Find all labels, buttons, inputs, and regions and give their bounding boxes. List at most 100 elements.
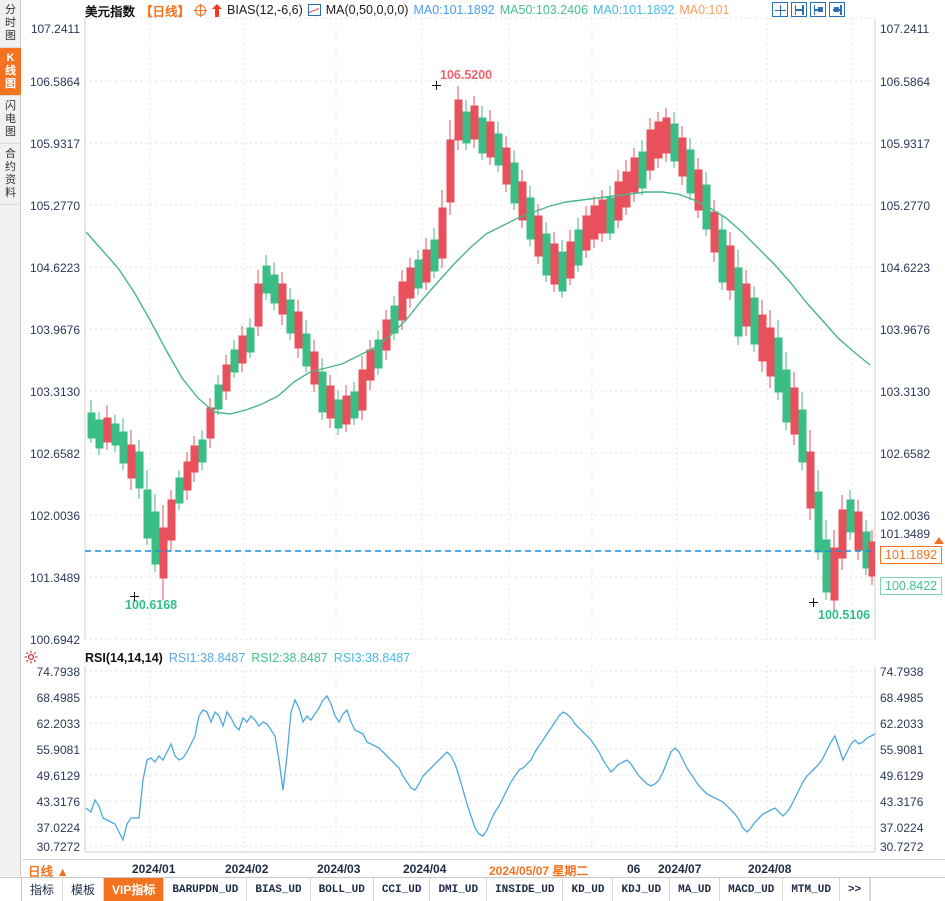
chart-canvas[interactable] xyxy=(22,0,945,876)
toolbar-more[interactable]: >> xyxy=(840,878,871,901)
sidebar-item-contract-info[interactable]: 合 约 资 料 xyxy=(0,144,21,205)
price-axis-left-6: 103.3130 xyxy=(29,385,80,399)
sidebar-item-lightning-c1: 电 xyxy=(5,113,16,125)
rsi-axis-right-3: 55.9081 xyxy=(880,743,924,757)
bias-indicator-label[interactable]: BIAS(12,-6,6) xyxy=(227,3,303,17)
toolbar-ma-ud[interactable]: MA_UD xyxy=(670,878,721,901)
toolbar-inside-ud[interactable]: INSIDE_UD xyxy=(487,878,564,901)
price-axis-right-7: 102.6582 xyxy=(880,447,931,461)
sidebar-item-lightning-c2: 图 xyxy=(5,126,16,138)
date-tick-3: 2024/04 xyxy=(403,862,447,876)
date-tick-6: 2024/07 xyxy=(658,862,702,876)
toolbar-template[interactable]: 模板 xyxy=(63,878,105,901)
sidebar-item-kline-c0: K xyxy=(6,52,15,64)
toolbar-dmi-ud[interactable]: DMI_UD xyxy=(430,878,488,901)
secondary-price-badge[interactable]: 100.8422 xyxy=(880,577,943,595)
candlestick-series xyxy=(87,86,875,612)
price-axis-left-0: 107.2411 xyxy=(30,22,80,36)
price-axis-left-4: 104.6223 xyxy=(29,261,80,275)
date-tick-0: 2024/01 xyxy=(132,862,176,876)
rsi-axis-left-4: 49.6129 xyxy=(36,769,80,783)
bottom-indicator-toolbar: 指标 模板 VIP指标 BARUPDN_UD BIAS_UD BOLL_UD C… xyxy=(0,877,945,901)
wave-chart-icon[interactable] xyxy=(307,4,321,16)
toolbar-fill xyxy=(870,878,945,901)
toolbar-macd-ud[interactable]: MACD_UD xyxy=(720,878,784,901)
rsi-axis-left-3: 55.9081 xyxy=(36,743,80,757)
price-axis-right-9: 101.3489 xyxy=(880,527,931,541)
rsi-axis-left-0: 74.7938 xyxy=(36,665,80,679)
toolbar-kdj-ud[interactable]: KDJ_UD xyxy=(613,878,671,901)
left-sidebar: 分 时 图 K 线 图 闪 电 图 合 约 资 料 xyxy=(0,0,21,876)
sidebar-item-kline-c1: 线 xyxy=(5,65,16,77)
zoom-in-icon[interactable] xyxy=(810,2,826,17)
ma-value-2: MA0:101.1892 xyxy=(593,3,675,17)
sidebar-item-timeshare[interactable]: 分 时 图 xyxy=(0,0,21,48)
sidebar-item-contract-c2: 资 xyxy=(5,174,16,186)
price-axis-left-7: 102.6582 xyxy=(29,447,80,461)
low-left-annotation: 100.6168 xyxy=(125,598,178,612)
ma-value-3: MA0:101 xyxy=(679,3,730,17)
zoom-out-icon[interactable] xyxy=(791,2,807,17)
fit-all-icon[interactable] xyxy=(772,2,788,17)
toolbar-indicator[interactable]: 指标 xyxy=(22,878,64,901)
sidebar-item-timeshare-c2: 图 xyxy=(5,30,16,42)
price-axis-right-3: 105.2770 xyxy=(880,199,931,213)
chart-toolbar-buttons xyxy=(772,2,845,17)
price-axis-right-1: 106.5864 xyxy=(880,75,931,89)
rsi-axis-right-7: 30.7272 xyxy=(880,840,924,854)
date-axis[interactable]: 日线 ▲ 2024/01 2024/02 2024/03 2024/04 202… xyxy=(22,859,945,879)
toolbar-kd-ud[interactable]: KD_UD xyxy=(563,878,614,901)
chart-period-label: 【日线】 xyxy=(140,4,191,19)
sidebar-item-lightning[interactable]: 闪 电 图 xyxy=(0,96,21,144)
rsi-axis-left-1: 68.4985 xyxy=(36,691,80,705)
rsi-panel-legend: RSI(14,14,14) RSI1:38.8487 RSI2:38.8487 … xyxy=(85,651,410,665)
current-price-badge[interactable]: 101.1892 xyxy=(880,546,943,564)
sidebar-item-kline[interactable]: K 线 图 xyxy=(0,48,21,96)
price-axis-right-2: 105.9317 xyxy=(880,137,931,151)
ma50-line xyxy=(85,191,871,415)
toolbar-boll-ud[interactable]: BOLL_UD xyxy=(311,878,374,901)
rsi-indicator-label[interactable]: RSI(14,14,14) xyxy=(85,651,163,665)
sidebar-item-timeshare-c1: 时 xyxy=(5,17,16,29)
rsi-axis-left-6: 37.0224 xyxy=(36,821,80,835)
rsi-axis-left-2: 62.2033 xyxy=(36,717,80,731)
date-tick-5: 06 xyxy=(627,862,641,876)
high-price-annotation: 106.5200 xyxy=(440,68,493,82)
price-axis-left-3: 105.2770 xyxy=(29,199,80,213)
sidebar-item-contract-c0: 合 xyxy=(5,148,16,160)
low-right-marker-icon xyxy=(809,598,818,607)
toolbar-bias-ud[interactable]: BIAS_UD xyxy=(247,878,311,901)
rsi-value-1: RSI1:38.8487 xyxy=(168,651,246,665)
price-axis-left-10: 100.6942 xyxy=(29,633,80,647)
date-tick-2: 2024/03 xyxy=(317,862,361,876)
period-badge[interactable]: 日线 ▲ xyxy=(28,865,69,879)
sidebar-item-kline-c2: 图 xyxy=(5,78,16,90)
price-panel-legend: 美元指数 【日线】 BIAS(12,-6,6) MA(0,50,0,0,0) M… xyxy=(85,2,730,19)
toolbar-vip-indicator[interactable]: VIP指标 xyxy=(104,878,165,901)
price-axis-left-5: 103.9676 xyxy=(29,323,80,337)
crosshair-circle-icon[interactable] xyxy=(194,3,208,17)
sun-icon[interactable] xyxy=(24,650,38,664)
sidebar-item-timeshare-c0: 分 xyxy=(5,4,16,16)
rsi-axis-left-7: 30.7272 xyxy=(36,840,80,854)
ma-indicator-label[interactable]: MA(0,50,0,0,0) xyxy=(325,3,409,17)
high-marker-icon xyxy=(432,81,441,90)
toolbar-mtm-ud[interactable]: MTM_UD xyxy=(783,878,840,901)
chart-area[interactable]: 美元指数 【日线】 BIAS(12,-6,6) MA(0,50,0,0,0) M… xyxy=(22,0,945,876)
rsi-axis-left-5: 43.3176 xyxy=(36,795,80,809)
rsi-grid xyxy=(85,666,875,852)
low-left-marker-icon xyxy=(130,592,139,601)
rsi-axis-right-5: 43.3176 xyxy=(880,795,924,809)
price-axis-left-1: 106.5864 xyxy=(29,75,80,89)
current-price-triangle xyxy=(934,537,944,544)
toolbar-cci-ud[interactable]: CCI_UD xyxy=(374,878,431,901)
low-right-annotation: 100.5106 xyxy=(818,608,871,622)
toolbar-barupdn-ud[interactable]: BARUPDN_UD xyxy=(164,878,248,901)
price-axis-left-8: 102.0036 xyxy=(29,509,80,523)
price-axis-right-6: 103.3130 xyxy=(880,385,931,399)
up-arrow-icon[interactable] xyxy=(211,3,222,17)
scroll-right-icon[interactable] xyxy=(829,2,845,17)
date-tick-1: 2024/02 xyxy=(225,862,269,876)
toolbar-left-spacer xyxy=(0,878,22,901)
